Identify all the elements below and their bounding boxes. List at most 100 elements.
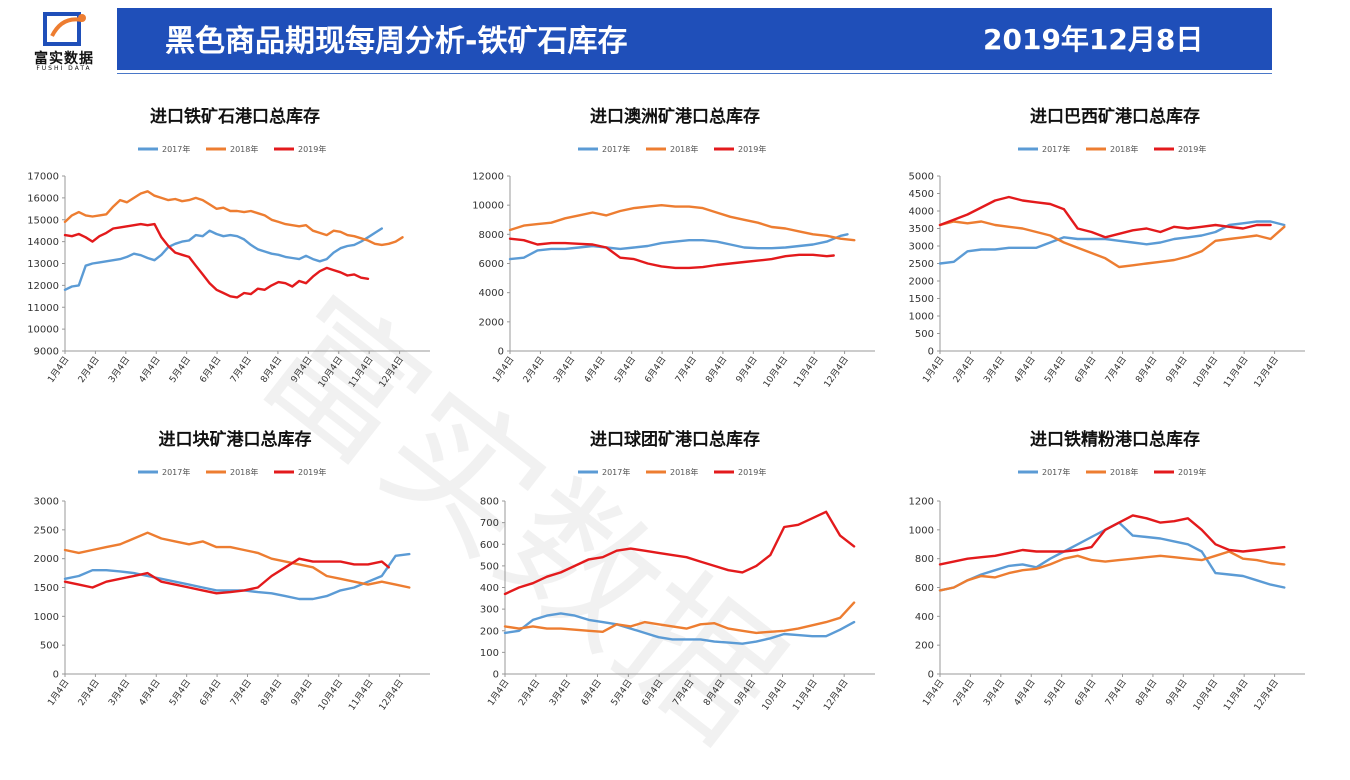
chart-title: 进口铁矿石港口总库存 <box>150 106 320 127</box>
x-tick-label: 4月4日 <box>582 354 608 384</box>
x-tick-label: 9月4日 <box>734 354 760 384</box>
x-tick-label: 3月4日 <box>106 677 132 707</box>
series-line-2018年 <box>503 601 856 635</box>
legend-label: 2019年 <box>1178 144 1206 154</box>
y-tick-label: 0 <box>493 670 499 681</box>
series-line-2019年 <box>63 557 390 595</box>
y-tick-label: 11000 <box>27 303 59 314</box>
x-tick-label: 9月4日 <box>289 677 315 707</box>
legend-label: 2019年 <box>738 144 766 154</box>
x-tick-label: 7月4日 <box>228 354 254 384</box>
y-tick-label: 500 <box>480 561 499 572</box>
chart-brazilian-ore-inventory: 进口巴西矿港口总库存 2017年 2018年 2019年 0 500 1000 1500 200… <box>909 106 1305 390</box>
series-line-2019年 <box>508 237 835 270</box>
x-tick-label: 12月4日 <box>1252 677 1281 712</box>
y-tick-label: 4500 <box>909 189 934 200</box>
x-tick-label: 11月4日 <box>346 354 375 389</box>
x-tick-label: 4月4日 <box>1012 677 1038 707</box>
x-tick-label: 9月4日 <box>289 354 315 384</box>
y-tick-label: 13000 <box>27 259 59 270</box>
chart-lump-ore-inventory: 进口块矿港口总库存 2017年 2018年 2019年 0 500 1000 1500 2000… <box>34 429 430 713</box>
y-tick-label: 0 <box>928 347 934 358</box>
series-line-2017年 <box>503 612 856 645</box>
chart-title: 进口块矿港口总库存 <box>159 429 312 450</box>
y-tick-label: 200 <box>480 626 499 637</box>
fushi-logo: 富实数据 FUSHI DATA <box>14 8 114 72</box>
y-tick-label: 100 <box>480 648 499 659</box>
header-divider <box>117 73 1272 74</box>
x-tick-label: 12月4日 <box>821 677 850 712</box>
y-tick-label: 12000 <box>472 172 504 183</box>
y-tick-label: 0 <box>53 670 59 681</box>
y-tick-label: 200 <box>915 641 934 652</box>
x-tick-label: 6月4日 <box>643 354 669 384</box>
logo-text-cn: 富实数据 <box>34 51 94 67</box>
x-tick-label: 1月4日 <box>46 677 72 707</box>
legend-label: 2017年 <box>602 144 630 154</box>
series-line-2019年 <box>63 222 370 299</box>
y-tick-label: 3000 <box>34 497 59 508</box>
y-tick-label: 2000 <box>909 277 934 288</box>
x-tick-label: 10月4日 <box>761 354 790 389</box>
x-tick-label: 11月4日 <box>346 677 375 712</box>
x-tick-label: 7月4日 <box>1103 677 1129 707</box>
y-tick-label: 1500 <box>34 583 59 594</box>
x-tick-label: 9月4日 <box>1164 677 1190 707</box>
y-tick-label: 10000 <box>27 325 59 336</box>
chart-pellet-inventory: 进口球团矿港口总库存 2017年 2018年 2019年 0 100 200 300 400 50… <box>480 429 875 713</box>
legend-label: 2018年 <box>1110 144 1138 154</box>
series-line-2017年 <box>63 227 383 291</box>
x-tick-label: 3月4日 <box>106 354 132 384</box>
x-tick-label: 2月4日 <box>521 354 547 384</box>
y-tick-label: 700 <box>480 518 499 529</box>
x-tick-label: 8月4日 <box>258 354 284 384</box>
x-tick-label: 12月4日 <box>377 354 406 389</box>
x-tick-label: 2月4日 <box>951 354 977 384</box>
x-tick-label: 9月4日 <box>1164 354 1190 384</box>
x-tick-label: 8月4日 <box>701 677 727 707</box>
y-tick-label: 300 <box>480 605 499 616</box>
x-tick-label: 6月4日 <box>1073 354 1099 384</box>
legend-label: 2017年 <box>162 144 190 154</box>
y-tick-label: 1200 <box>909 497 934 508</box>
x-tick-label: 5月4日 <box>167 677 193 707</box>
x-tick-label: 5月4日 <box>167 354 193 384</box>
legend-label: 2019年 <box>1178 467 1206 477</box>
y-tick-label: 8000 <box>479 230 504 241</box>
x-tick-label: 5月4日 <box>1042 354 1068 384</box>
series-line-2018年 <box>63 531 411 589</box>
x-tick-label: 7月4日 <box>228 677 254 707</box>
y-tick-label: 4000 <box>479 288 504 299</box>
y-tick-label: 3500 <box>909 224 934 235</box>
x-tick-label: 12月4日 <box>822 354 851 389</box>
y-tick-label: 500 <box>40 641 59 652</box>
x-tick-label: 12月4日 <box>377 677 406 712</box>
chart-concentrate-inventory: 进口铁精粉港口总库存 2017年 2018年 2019年 0 200 400 600 800 10… <box>909 429 1305 713</box>
series-line-2019年 <box>503 510 856 596</box>
x-tick-label: 5月4日 <box>612 354 638 384</box>
x-tick-label: 3月4日 <box>551 354 577 384</box>
legend-label: 2018年 <box>1110 467 1138 477</box>
legend-label: 2019年 <box>298 144 326 154</box>
page-title: 黑色商品期现每周分析-铁矿石库存 <box>165 24 628 59</box>
x-tick-label: 11月4日 <box>1221 677 1250 712</box>
x-tick-label: 4月4日 <box>137 677 163 707</box>
y-tick-label: 1000 <box>909 525 934 536</box>
legend-label: 2017年 <box>602 467 630 477</box>
x-tick-label: 6月4日 <box>198 354 224 384</box>
x-tick-label: 8月4日 <box>1133 354 1159 384</box>
y-tick-label: 14000 <box>27 237 59 248</box>
y-tick-label: 5000 <box>909 172 934 183</box>
y-tick-label: 6000 <box>479 259 504 270</box>
y-tick-label: 2000 <box>479 317 504 328</box>
x-tick-label: 3月4日 <box>981 354 1007 384</box>
legend-label: 2018年 <box>670 467 698 477</box>
y-tick-label: 15000 <box>27 215 59 226</box>
logo-text-en: FUSHI DATA <box>36 65 92 72</box>
fushi-logo-icon <box>43 12 86 46</box>
y-tick-label: 1000 <box>909 312 934 323</box>
x-tick-label: 11月4日 <box>1221 354 1250 389</box>
series-line-2018年 <box>508 204 856 242</box>
y-tick-label: 1000 <box>34 612 59 623</box>
legend-label: 2018年 <box>230 467 258 477</box>
